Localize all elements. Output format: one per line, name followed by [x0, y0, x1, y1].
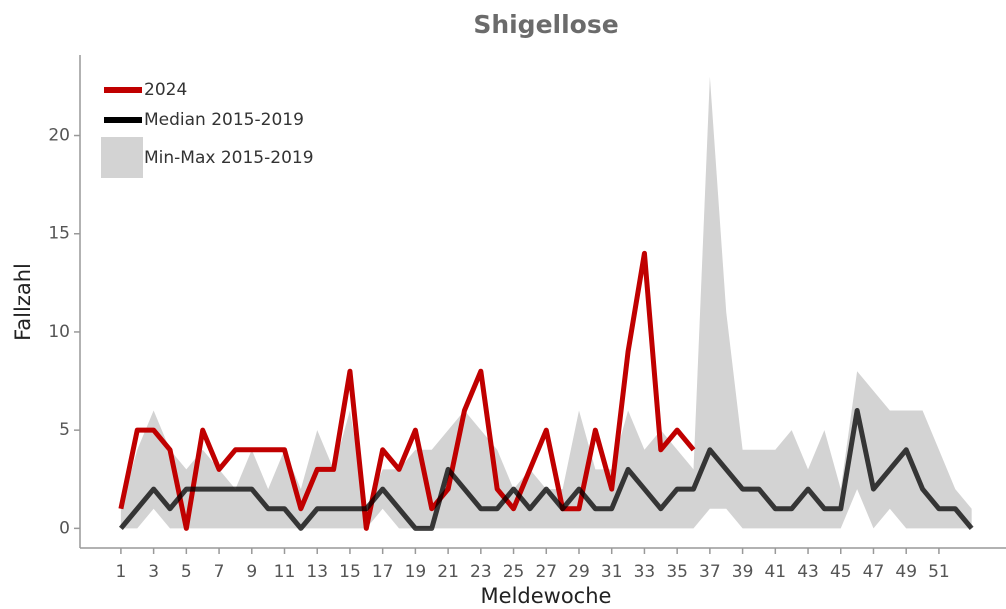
- x-tick-label: 31: [601, 562, 623, 582]
- x-tick-label: 17: [372, 562, 394, 582]
- x-tick-label: 25: [503, 562, 525, 582]
- x-tick-label: 51: [928, 562, 950, 582]
- x-tick-label: 47: [863, 562, 885, 582]
- x-tick-label: 27: [535, 562, 557, 582]
- legend-label: 2024: [144, 80, 187, 100]
- legend-label: Median 2015-2019: [144, 110, 304, 130]
- x-tick-label: 21: [437, 562, 459, 582]
- x-tick-label: 19: [405, 562, 427, 582]
- x-tick-label: 23: [470, 562, 492, 582]
- x-tick-label: 1: [115, 562, 126, 582]
- chart-title: Shigellose: [473, 10, 618, 39]
- x-tick-label: 11: [274, 562, 296, 582]
- x-tick-label: 3: [148, 562, 159, 582]
- x-tick-label: 13: [306, 562, 328, 582]
- y-tick-label: 20: [48, 126, 70, 146]
- x-tick-label: 45: [830, 562, 852, 582]
- series-line: [118, 408, 974, 531]
- x-tick-label: 39: [732, 562, 754, 582]
- y-tick-label: 15: [48, 224, 70, 244]
- x-tick-label: 49: [895, 562, 917, 582]
- x-tick-label: 7: [214, 562, 225, 582]
- x-tick-label: 35: [666, 562, 688, 582]
- y-tick-label: 10: [48, 322, 70, 342]
- y-tick-label: 0: [59, 518, 70, 538]
- x-tick-label: 9: [246, 562, 257, 582]
- x-tick-label: 41: [764, 562, 786, 582]
- x-axis-title: Meldewoche: [481, 584, 612, 608]
- legend-swatch: [101, 137, 143, 178]
- y-tick-label: 5: [59, 420, 70, 440]
- x-tick-label: 5: [181, 562, 192, 582]
- x-tick-label: 33: [634, 562, 656, 582]
- series-line: [118, 250, 696, 531]
- x-tick-label: 15: [339, 562, 361, 582]
- min-max-band: [120, 76, 972, 529]
- legend-label: Min-Max 2015-2019: [144, 148, 314, 168]
- x-tick-label: 37: [699, 562, 721, 582]
- x-tick-label: 29: [568, 562, 590, 582]
- y-axis-title: Fallzahl: [11, 263, 35, 341]
- x-tick-label: 43: [797, 562, 819, 582]
